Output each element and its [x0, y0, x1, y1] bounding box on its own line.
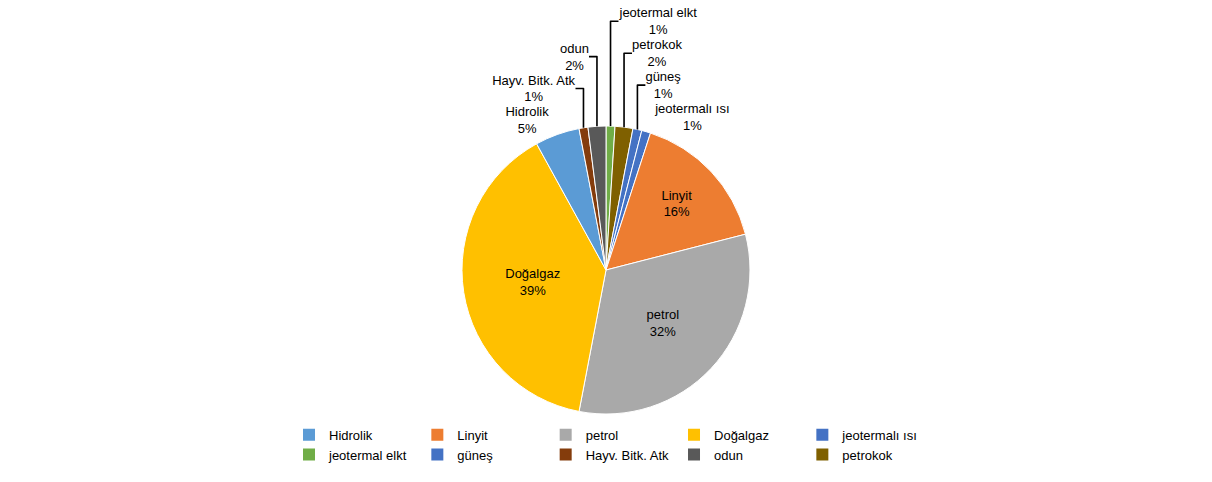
- svg-text:jeotermalı ısı: jeotermalı ısı: [841, 428, 916, 443]
- svg-text:Hidrolik: Hidrolik: [329, 428, 373, 443]
- svg-text:güneş1%: güneş1%: [645, 69, 681, 101]
- svg-text:odun: odun: [714, 448, 743, 463]
- svg-text:petrol32%: petrol32%: [647, 307, 680, 339]
- svg-text:güneş: güneş: [457, 448, 493, 463]
- svg-text:jeotermal elkt: jeotermal elkt: [328, 448, 407, 463]
- svg-text:petrokok: petrokok: [842, 448, 892, 463]
- svg-text:odun2%: odun2%: [560, 41, 589, 73]
- svg-text:petrokok2%: petrokok2%: [632, 37, 682, 69]
- svg-text:Linyit16%: Linyit16%: [661, 188, 692, 220]
- svg-text:jeotermal elkt1%: jeotermal elkt1%: [618, 5, 697, 37]
- svg-text:Hayv. Bitk. Atk1%: Hayv. Bitk. Atk1%: [492, 73, 575, 105]
- svg-text:Hidrolik5%: Hidrolik5%: [505, 104, 549, 136]
- svg-text:Linyit: Linyit: [457, 428, 488, 443]
- svg-text:Doğalgaz: Doğalgaz: [714, 428, 769, 443]
- svg-text:jeotermalı ısı1%: jeotermalı ısı1%: [654, 101, 729, 133]
- svg-text:Doğalgaz39%: Doğalgaz39%: [505, 266, 560, 298]
- svg-text:Hayv. Bitk. Atk: Hayv. Bitk. Atk: [586, 448, 669, 463]
- svg-text:petrol: petrol: [586, 428, 619, 443]
